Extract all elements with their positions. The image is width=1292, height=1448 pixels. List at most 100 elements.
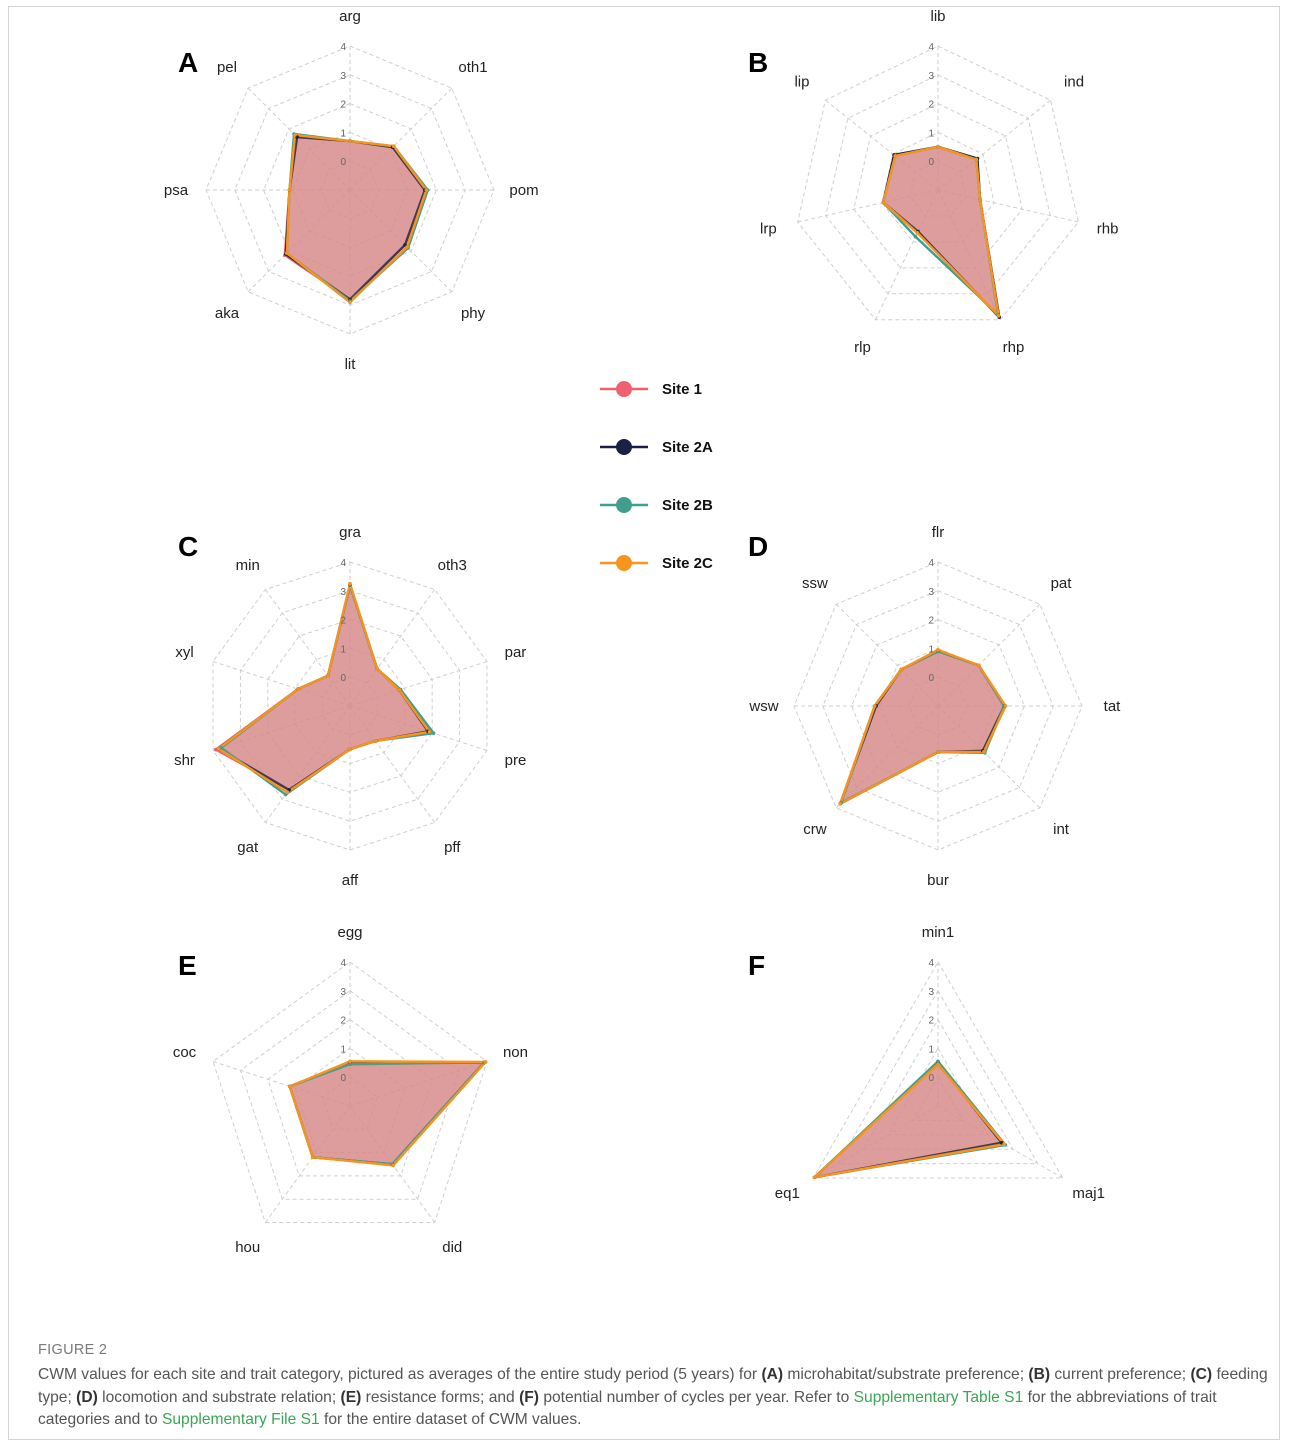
grid-ring (881, 131, 995, 243)
axis-label: psa (164, 182, 189, 199)
data-point (296, 687, 300, 691)
axis-label: aff (342, 872, 359, 889)
axis-label: min (236, 557, 260, 574)
axis-label: did (442, 1239, 462, 1256)
axis-label: hou (235, 1239, 260, 1256)
panel-letter: B (748, 47, 768, 78)
axis-label: pre (505, 752, 527, 769)
data-point (348, 581, 352, 586)
axis-label: rhp (1003, 339, 1025, 356)
data-point (915, 231, 920, 235)
tick-label: 4 (340, 42, 346, 53)
caption-run: (A) (761, 1366, 784, 1383)
data-point (936, 145, 940, 149)
axis-label: oth1 (458, 59, 487, 76)
tick-label: 2 (340, 616, 346, 627)
panel-letter: D (748, 531, 768, 562)
axis-label: rlp (854, 339, 871, 356)
radar-panel-b: 0 1 2 3 4 lib ind rhb rhp rlp lrp lip B (748, 8, 1118, 356)
legend: Site 1 Site 2A Site 2B Site 2C (600, 381, 713, 572)
data-point (287, 188, 292, 192)
data-point (348, 1059, 352, 1064)
axis-label: ssw (802, 575, 828, 592)
data-point (838, 801, 843, 806)
axis-label: oth3 (438, 557, 467, 574)
tick-label: 4 (928, 558, 934, 569)
radar-panel-a: 0 1 2 3 4 arg oth1 pom phy lit aka psa pel A (164, 8, 539, 373)
axis-label: lib (930, 8, 945, 25)
tick-label: 0 (340, 157, 346, 168)
axis-label: par (505, 644, 527, 661)
tick-label: 3 (928, 587, 934, 598)
data-point (310, 1155, 315, 1160)
grid-ring (212, 961, 488, 1223)
radar-panel-f: 0 1 2 3 4 min1 maj1 eq1 F (748, 924, 1105, 1202)
tick-label: 0 (928, 157, 934, 168)
tick-label: 1 (340, 644, 346, 655)
data-point (872, 704, 877, 708)
tick-label: 1 (928, 1044, 934, 1055)
panel-letter: E (178, 950, 197, 981)
data-point (348, 1062, 352, 1067)
data-point (982, 750, 986, 754)
caption-run: (B) (1028, 1366, 1051, 1383)
series-line-site-2c (288, 1060, 487, 1167)
data-point (293, 133, 297, 137)
legend-label: Site 1 (662, 381, 702, 398)
grid-ring (797, 45, 1079, 321)
caption-run: locomotion and substrate relation; (97, 1388, 341, 1406)
data-point (375, 666, 379, 671)
radar-panel-e: 0 1 2 3 4 egg non did hou coc E (173, 924, 528, 1256)
radar-panel-c: 0 1 2 3 4 gra oth3 par pre pff aff gat shr xyl min C (174, 524, 526, 889)
data-point (936, 750, 940, 754)
axis-label: flr (932, 524, 945, 541)
data-point (424, 188, 429, 192)
data-point (1003, 704, 1008, 708)
data-point (1002, 1142, 1006, 1146)
data-point (976, 663, 981, 668)
grid-ring (837, 989, 1039, 1165)
caption-link[interactable]: Supplementary File S1 (161, 1411, 320, 1428)
axis-label: lrp (760, 221, 777, 238)
panel-letter: A (178, 47, 198, 78)
axis-label: egg (337, 924, 362, 941)
caption-run: for the abbreviations of trait categorie… (38, 1388, 1217, 1429)
caption-run: (E) (340, 1388, 362, 1406)
tick-label: 2 (340, 100, 346, 111)
tick-label: 4 (928, 958, 934, 969)
tick-label: 4 (340, 958, 346, 969)
tick-label: 3 (340, 71, 346, 82)
axis-label: eq1 (775, 1185, 800, 1202)
panel-letter: F (748, 950, 765, 981)
axis-label: pff (444, 839, 461, 856)
series-line-site-2c (813, 1063, 1006, 1179)
tick-label: 2 (928, 616, 934, 627)
series-line-site-2c (285, 133, 428, 304)
tick-label: 4 (340, 558, 346, 569)
tick-label: 2 (340, 1016, 346, 1027)
tick-label: 0 (928, 673, 934, 684)
radar-panel-d: 0 1 2 3 4 flr pat tat int bur crw wsw ssw D (748, 524, 1121, 889)
caption-run: (F) (519, 1388, 539, 1406)
axis-label: ind (1064, 74, 1084, 91)
axis-label: bur (927, 872, 949, 889)
data-point (373, 739, 378, 743)
grid-ring (825, 74, 1051, 295)
tick-label: 0 (340, 1073, 346, 1084)
data-point (996, 314, 1001, 318)
data-point (978, 197, 982, 202)
axis-label: maj1 (1072, 1185, 1105, 1202)
series-line-site-2c (839, 648, 1007, 805)
caption-run: for the entire dataset of CWM values. (319, 1411, 582, 1428)
grid-ring (812, 960, 1064, 1179)
data-point (216, 746, 221, 751)
caption-run: (D) (76, 1388, 98, 1406)
data-point (427, 730, 432, 734)
series-line-site-2c (882, 145, 1000, 318)
data-point (812, 1175, 817, 1180)
axis-label: crw (803, 821, 826, 838)
legend-marker (616, 439, 632, 455)
caption-link[interactable]: Supplementary Table S1 (853, 1388, 1024, 1406)
axis-label: rhb (1097, 221, 1119, 238)
